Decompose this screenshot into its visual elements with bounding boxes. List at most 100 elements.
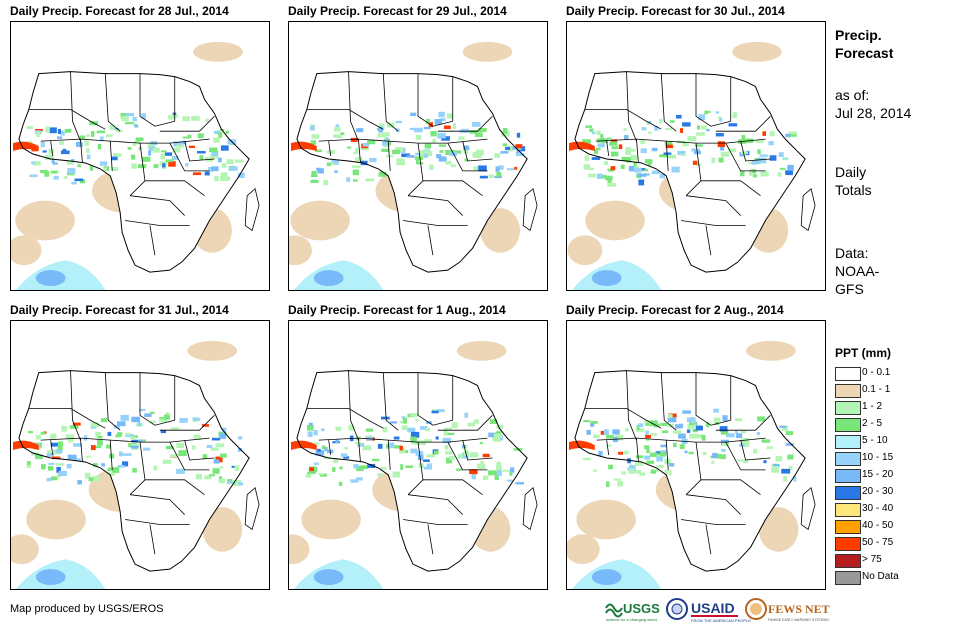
rain-cell: [495, 166, 500, 172]
rain-cell: [211, 150, 219, 156]
rain-cell: [591, 157, 601, 160]
rain-cell: [444, 445, 449, 450]
rain-cell: [682, 141, 689, 147]
rain-cell: [192, 417, 201, 421]
rain-cell: [51, 456, 61, 460]
country-border: [636, 139, 639, 163]
rain-cell: [507, 479, 513, 482]
rain-cell: [77, 164, 81, 168]
rain-cell: [309, 124, 313, 127]
rain-cell: [85, 455, 92, 458]
rain-cell: [787, 164, 794, 171]
rain-cell: [585, 125, 592, 128]
rain-cell: [664, 469, 669, 474]
rain-cell: [395, 147, 404, 152]
rain-cell: [356, 477, 363, 481]
rain-cell: [438, 144, 447, 147]
country-border: [626, 370, 637, 441]
rain-cell: [600, 430, 606, 435]
rain-cell: [185, 163, 189, 167]
rain-cell: [56, 466, 61, 473]
rain-cell: [344, 446, 349, 450]
rain-cell: [335, 124, 340, 128]
rain-cell: [396, 160, 405, 166]
rain-cell: [637, 173, 647, 177]
country-border: [422, 479, 483, 496]
rain-cell: [739, 152, 745, 157]
rain-cell: [719, 426, 728, 432]
rain-cell: [492, 435, 496, 442]
rain-cell: [426, 454, 436, 458]
rain-cell: [111, 127, 120, 130]
rain-cell: [365, 428, 374, 432]
rain-cell: [515, 482, 524, 485]
rain-cell: [612, 429, 620, 435]
rain-cell: [668, 414, 673, 418]
legend-label: 2 - 5: [862, 418, 883, 429]
rain-cell: [141, 113, 146, 119]
legend-swatch: [835, 503, 861, 517]
rain-cell: [234, 465, 240, 471]
rain-cell: [335, 439, 339, 444]
madagascar: [244, 188, 260, 232]
rain-cell: [365, 178, 375, 182]
rain-cell: [629, 465, 636, 471]
rain-cell: [785, 170, 793, 176]
rain-cell: [55, 463, 65, 466]
country-border: [139, 73, 175, 127]
rain-cell: [137, 422, 142, 427]
rain-cell: [667, 154, 677, 159]
country-border: [104, 73, 121, 132]
rain-cell: [362, 445, 372, 451]
country-border: [130, 195, 185, 216]
rain-cell: [50, 442, 59, 447]
country-border: [144, 180, 205, 197]
panel-title: Daily Precip. Forecast for 2 Aug., 2014: [566, 303, 784, 317]
rain-cell: [785, 133, 791, 138]
rain-cell: [117, 432, 123, 437]
rain-cell: [515, 153, 525, 157]
rain-cell: [321, 445, 326, 450]
rain-cell: [516, 151, 520, 155]
rain-cell: [469, 469, 478, 475]
rain-cell: [50, 476, 58, 481]
madagascar: [244, 487, 260, 531]
ocean-rain-area: [313, 270, 344, 286]
rain-cell: [423, 466, 433, 470]
rain-cell: [649, 420, 658, 427]
land-area: [296, 71, 528, 273]
rain-cell: [757, 157, 767, 164]
fewsnet-logo: FEWS NET FAMINE EARLY WARNING SYSTEMS NE…: [745, 598, 830, 622]
legend-swatch: [835, 367, 861, 381]
rain-cell: [75, 141, 83, 147]
country-border: [50, 440, 54, 456]
rain-cell: [428, 151, 433, 157]
rain-cell: [352, 169, 360, 176]
rain-cell: [400, 464, 404, 470]
rain-cell: [187, 134, 192, 139]
rain-cell: [680, 128, 684, 133]
rain-cell: [677, 150, 686, 155]
rain-cell: [456, 468, 463, 471]
rain-cell: [143, 447, 151, 451]
rain-cell: [202, 454, 208, 459]
rain-cell: [694, 434, 704, 439]
panel-title: Daily Precip. Forecast for 30 Jul., 2014: [566, 4, 785, 18]
country-border: [681, 220, 746, 226]
rain-cell: [590, 420, 598, 424]
rain-cell: [419, 150, 429, 157]
rain-cell: [762, 131, 767, 136]
ocean-rain-area: [35, 569, 66, 585]
rain-cell: [694, 144, 703, 147]
dry-area: [11, 534, 39, 565]
rain-cell: [664, 141, 673, 146]
country-border: [40, 138, 210, 144]
rain-cell: [36, 131, 41, 138]
rain-cell: [426, 463, 432, 468]
rain-cell: [238, 482, 244, 486]
ocean-rain-area: [591, 569, 622, 585]
madagascar: [800, 487, 816, 531]
rain-cell: [671, 166, 680, 173]
seal-icon: [666, 598, 688, 620]
madagascar: [522, 487, 538, 531]
